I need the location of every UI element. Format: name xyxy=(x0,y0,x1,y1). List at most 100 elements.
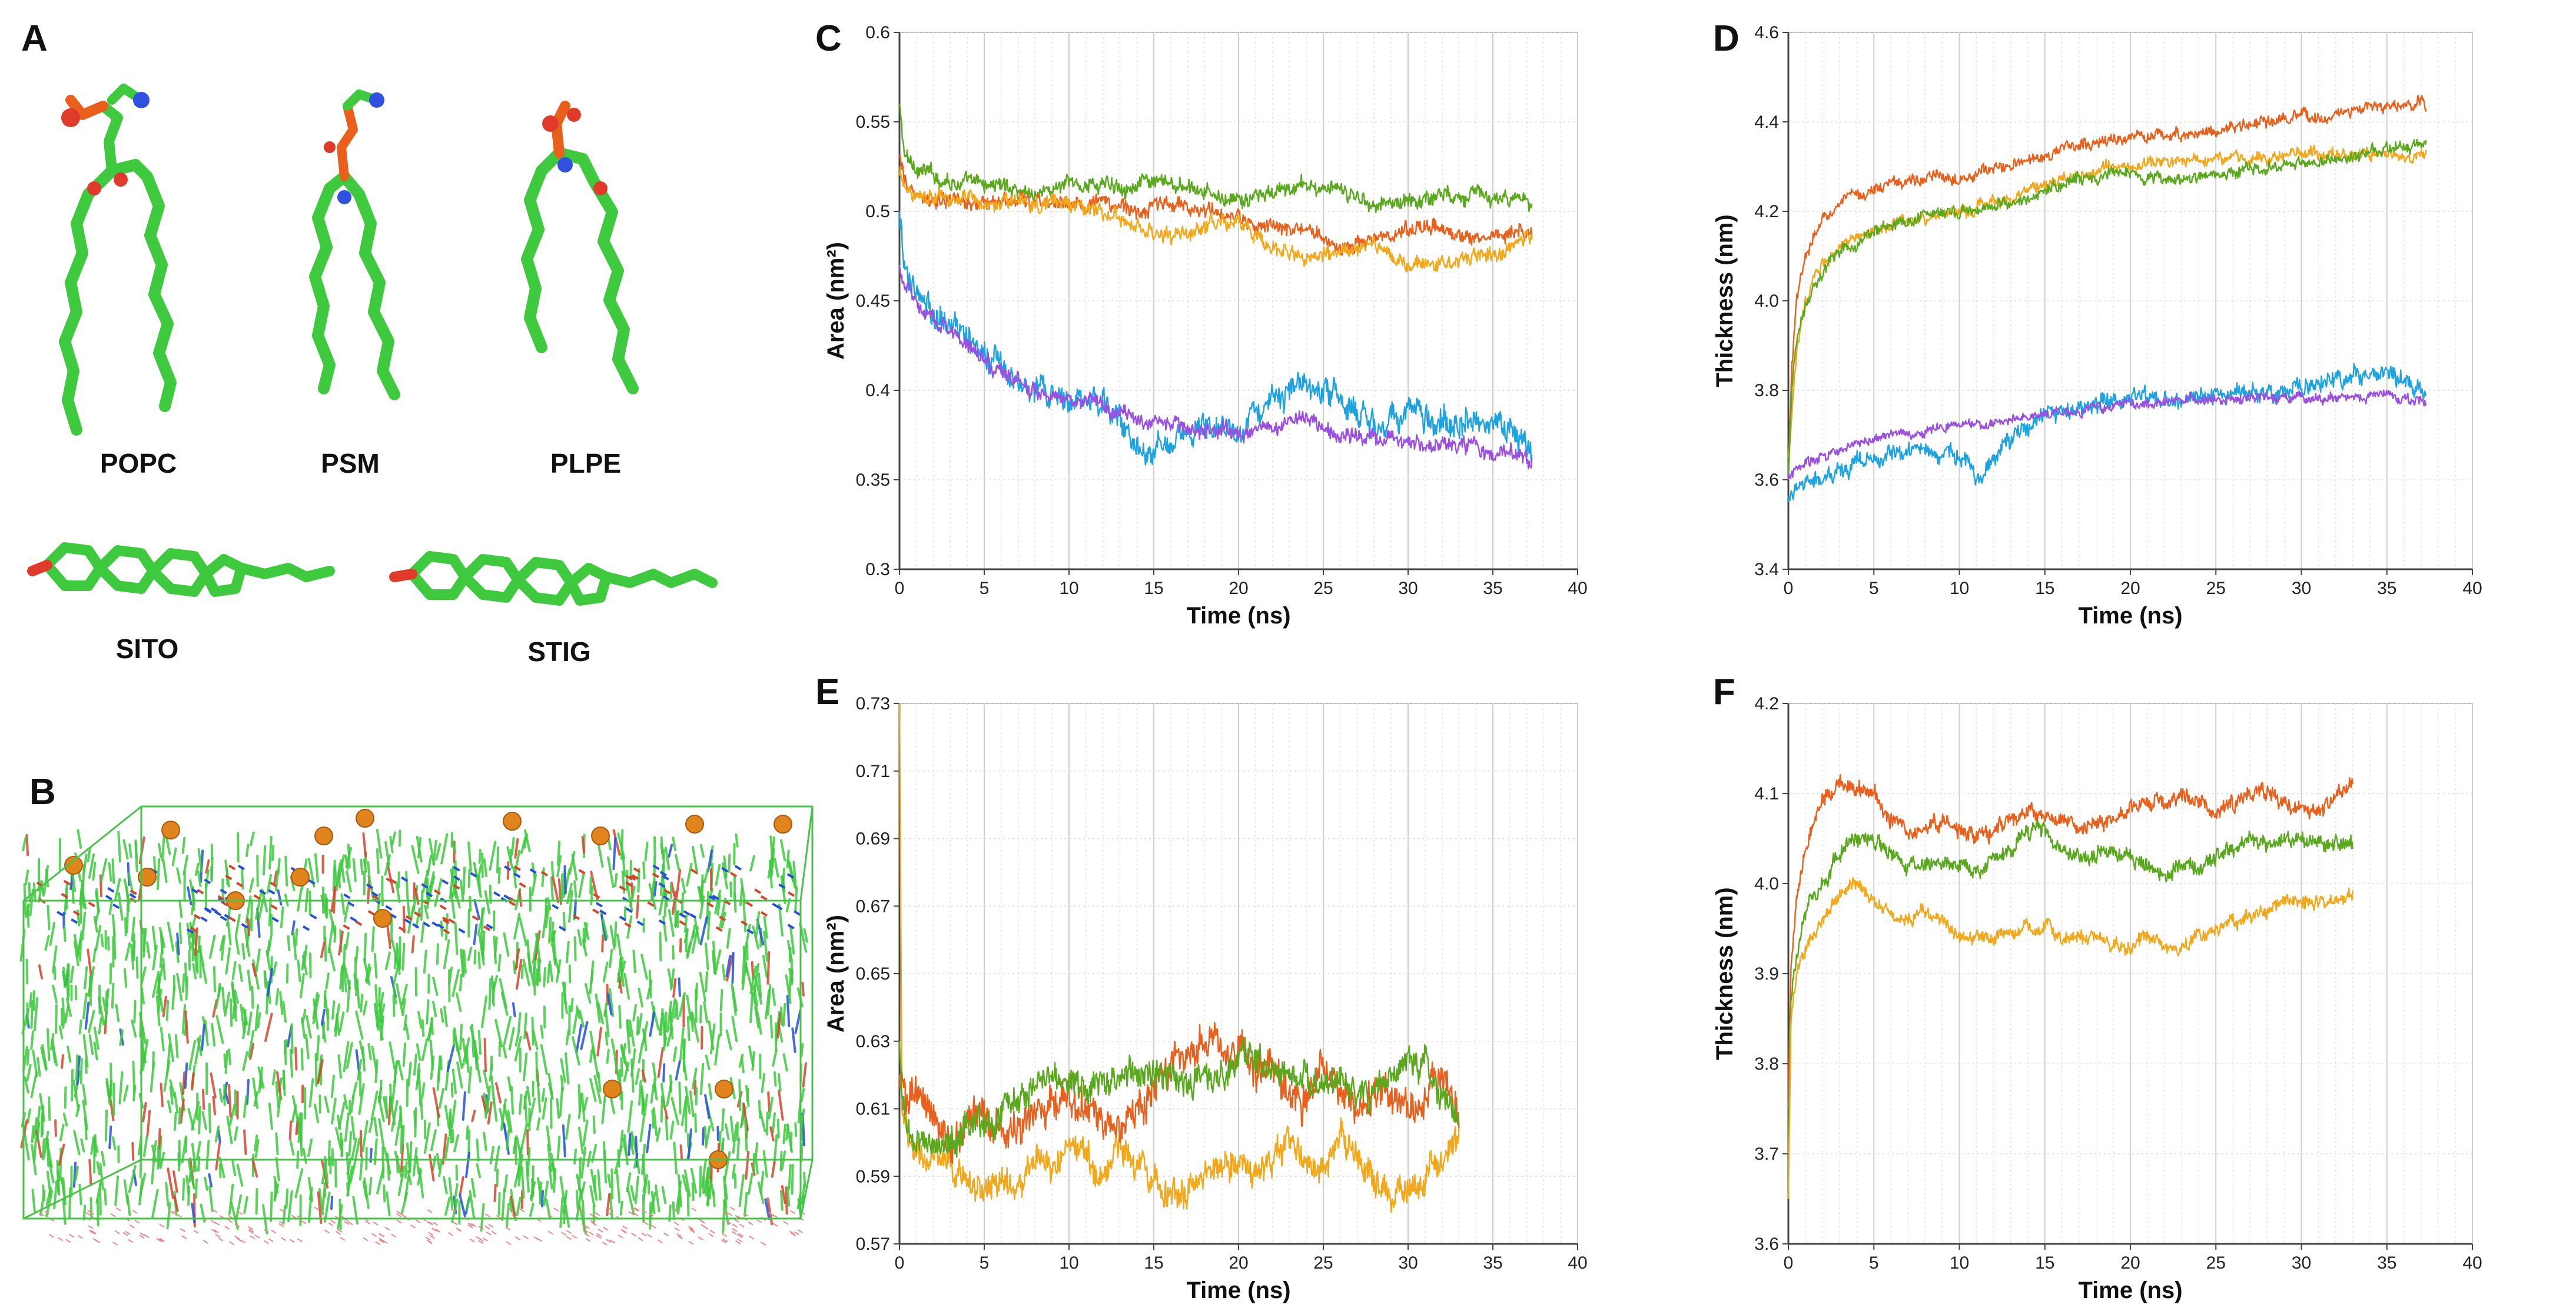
lipid-stick xyxy=(776,1012,782,1039)
lipid-stick xyxy=(605,1009,610,1037)
lipid-stick xyxy=(565,1052,570,1084)
lipid-stick xyxy=(386,1191,391,1216)
water-molecule xyxy=(427,1209,433,1213)
water-molecule xyxy=(478,1226,484,1230)
lipid-stick xyxy=(589,876,592,895)
water-molecule xyxy=(384,1226,390,1231)
lipid-stick xyxy=(151,1144,157,1163)
lipid-stick xyxy=(376,848,380,874)
lipid-stick xyxy=(614,872,618,887)
lipid-stick xyxy=(361,1120,369,1152)
lipid-stick xyxy=(323,1182,327,1198)
lipid-stick xyxy=(721,1108,725,1132)
lipid-stick xyxy=(432,1001,437,1018)
lipid-stick xyxy=(779,1006,784,1026)
lipid-stick xyxy=(632,1004,638,1021)
lipid-stick xyxy=(104,1109,108,1142)
lipid-stick xyxy=(758,1100,762,1119)
lipid-stick xyxy=(518,890,523,907)
headgroup xyxy=(441,879,449,885)
lipid-stick xyxy=(123,878,131,904)
headgroup xyxy=(204,907,211,912)
water-molecule xyxy=(203,1240,208,1244)
lipid-stick xyxy=(346,870,352,892)
lipid-stick xyxy=(210,844,214,861)
headgroup xyxy=(559,925,566,931)
lipid-stick xyxy=(176,932,180,955)
lipid-stick xyxy=(619,1129,624,1151)
water-molecule xyxy=(596,1233,602,1237)
lipid-stick xyxy=(623,973,630,1000)
lipid-stick xyxy=(612,829,621,856)
headgroup xyxy=(437,923,444,930)
headgroup xyxy=(636,920,644,927)
headgroup xyxy=(662,895,670,901)
lipid-stick xyxy=(553,1168,556,1193)
label-psm: PSM xyxy=(321,448,380,479)
lipid-stick xyxy=(248,877,254,893)
lipid-stick xyxy=(764,1198,771,1220)
lipid-stick xyxy=(45,1190,54,1217)
y-tick-label: 4.2 xyxy=(1754,694,1779,713)
lipid-stick xyxy=(282,1000,287,1023)
x-axis-label: Time (ns) xyxy=(1186,603,1290,629)
panel-label-d: D xyxy=(1713,18,1740,59)
lipid-stick xyxy=(194,1035,202,1065)
lipid-stick xyxy=(112,1136,117,1150)
water-molecule xyxy=(280,1237,286,1242)
lipid-stick xyxy=(512,1135,518,1154)
series-line-orange xyxy=(1787,774,2353,1109)
x-tick-label: 40 xyxy=(1568,579,1587,598)
lipid-stick xyxy=(61,1054,64,1069)
lipid-stick xyxy=(176,973,183,1001)
lipid-stick xyxy=(159,939,164,968)
lipid-stick xyxy=(47,1028,51,1061)
headgroup xyxy=(593,893,600,899)
lipid-stick xyxy=(423,904,429,920)
lipid-stick xyxy=(303,944,308,968)
water-molecule xyxy=(676,1233,682,1237)
water-molecule xyxy=(596,1234,602,1239)
lipid-stick xyxy=(101,1150,106,1167)
lipid-stick xyxy=(545,904,550,928)
lipid-stick xyxy=(324,1096,330,1113)
lipid-stick xyxy=(131,1142,135,1161)
lipid-stick xyxy=(739,887,743,906)
lipid-stick xyxy=(738,1053,744,1068)
water-molecule xyxy=(159,1237,165,1242)
water-molecule xyxy=(701,1224,706,1228)
lipid-stick xyxy=(226,1116,233,1144)
lipid-stick xyxy=(689,1090,695,1117)
lipid-stick xyxy=(742,1102,749,1131)
lipid-stick xyxy=(619,1200,623,1216)
headgroup xyxy=(225,874,233,881)
lipid-stick xyxy=(769,1014,774,1039)
lipid-stick xyxy=(543,1180,549,1206)
lipid-stick xyxy=(41,1138,45,1160)
lipid-stick xyxy=(66,981,69,1001)
lipid-stick xyxy=(636,895,640,919)
lipid-stick xyxy=(767,1091,771,1113)
lipid-stick xyxy=(497,867,501,884)
lipid-stick xyxy=(512,1002,516,1017)
lipid-stick xyxy=(242,1051,248,1071)
lipid-stick xyxy=(628,1133,632,1156)
water-molecule xyxy=(211,1229,217,1233)
headgroup xyxy=(421,883,429,889)
water-molecule xyxy=(347,1221,353,1226)
water-molecule xyxy=(248,1226,254,1230)
lipid-stick xyxy=(178,899,183,918)
series-line-gold xyxy=(898,703,1460,1213)
headgroup xyxy=(715,926,723,932)
lipid-stick xyxy=(366,966,372,984)
lipid-stick xyxy=(93,1026,99,1050)
water-molecule xyxy=(789,1230,795,1235)
water-molecule xyxy=(129,1224,135,1229)
headgroup xyxy=(631,874,639,880)
lipid-stick xyxy=(578,873,585,898)
lipid-stick xyxy=(290,1023,294,1054)
x-tick-label: 0 xyxy=(895,579,905,598)
water-molecule xyxy=(595,1212,600,1216)
lipid-stick xyxy=(262,845,267,875)
lipid-stick xyxy=(602,918,609,939)
